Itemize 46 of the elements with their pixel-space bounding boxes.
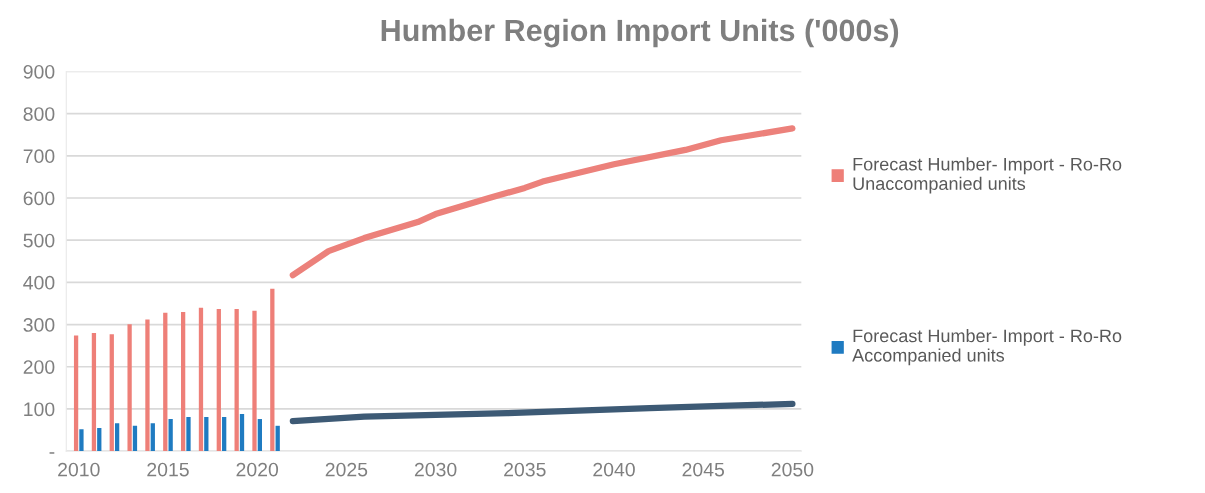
x-tick-label: 2030 [414, 462, 457, 477]
bar [180, 311, 186, 452]
x-tick-label: 2010 [58, 462, 100, 477]
bar [109, 334, 114, 452]
bar [127, 324, 132, 452]
bar [234, 308, 239, 452]
bar [145, 319, 150, 452]
x-tick-label: 2020 [236, 462, 279, 477]
y-tick-label: 100 [24, 402, 55, 417]
bar [186, 416, 191, 452]
bar [252, 310, 257, 452]
bar [132, 425, 138, 452]
y-tick-label: 200 [23, 360, 55, 374]
legend-label: Forecast Humber- Import - Ro-Ro Accompanied units [852, 329, 1122, 366]
x-tick-label: 2025 [325, 462, 368, 477]
bar [150, 423, 155, 452]
x-tick-label: 2015 [147, 462, 189, 477]
bar [168, 419, 173, 452]
y-tick-label: 300 [23, 318, 55, 332]
bar [163, 312, 168, 452]
y-tick-label: 400 [23, 275, 55, 290]
x-tick-label: 2035 [504, 462, 546, 477]
x-tick-label: 2045 [682, 462, 725, 477]
y-tick-label: 500 [23, 233, 55, 248]
bar [79, 429, 84, 452]
bar [257, 419, 262, 452]
chart-title: Humber Region Import Units ('000s) [381, 18, 899, 48]
bar [216, 308, 221, 452]
bar [97, 427, 102, 452]
y-tick-label: - [49, 452, 55, 454]
y-tick-label: 900 [23, 64, 55, 79]
y-tick-label: 700 [23, 149, 55, 164]
bar [239, 413, 245, 452]
legend-label: Forecast Humber- Import - Ro-Ro Unaccompanied units [853, 157, 1122, 194]
bar [91, 332, 97, 452]
x-tick-label: 2050 [771, 462, 814, 477]
bar [222, 416, 227, 452]
bar [275, 425, 280, 452]
bar [204, 416, 209, 452]
y-tick-label: 800 [23, 107, 55, 121]
bar [114, 423, 120, 452]
bar [270, 288, 275, 452]
y-tick-label: 600 [23, 191, 55, 206]
bar [198, 307, 204, 452]
x-tick-label: 2040 [593, 462, 635, 477]
bar [73, 335, 79, 452]
